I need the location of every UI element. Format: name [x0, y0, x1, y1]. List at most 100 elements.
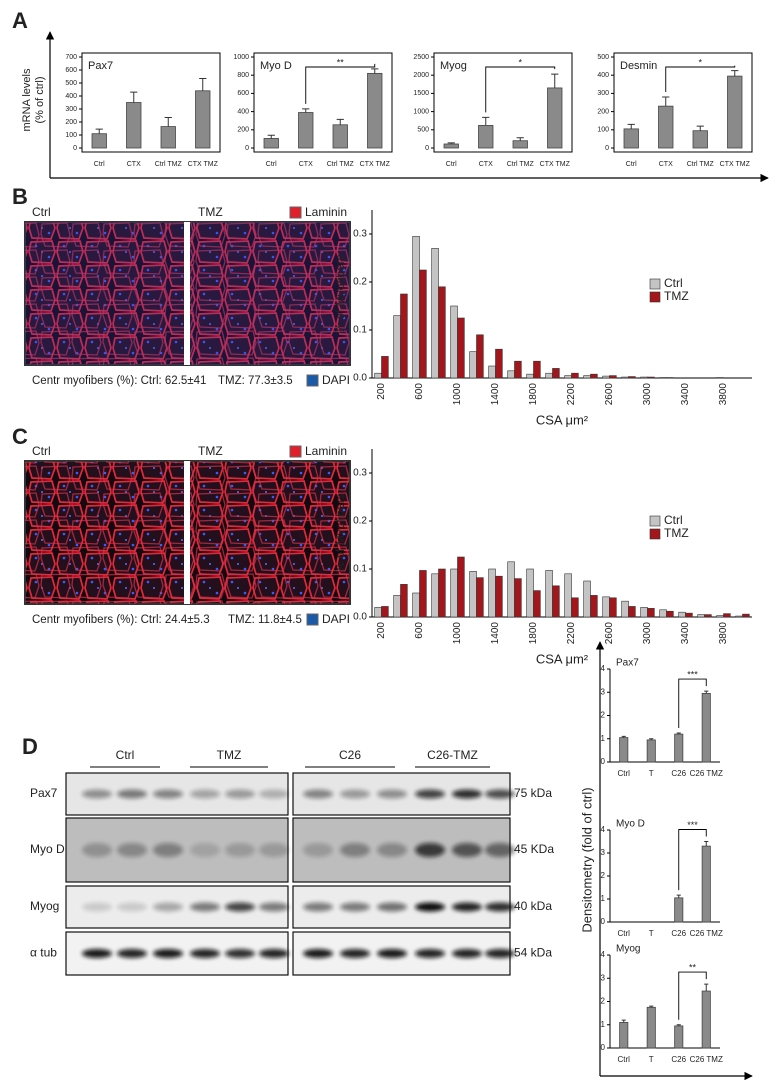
- bar: [716, 615, 724, 618]
- bar: [590, 373, 598, 379]
- bar: [621, 376, 629, 379]
- blot-band: [259, 902, 289, 912]
- significance-label: ***: [687, 669, 698, 679]
- bar: [400, 293, 408, 379]
- bar: [723, 613, 731, 618]
- y-axis-label: (% of ctrl): [34, 76, 46, 123]
- error-bar: [676, 894, 681, 898]
- x-tick-label: C26: [671, 769, 686, 778]
- blot-band: [415, 902, 445, 912]
- x-tick-label: CTX: [299, 161, 313, 168]
- bar: [571, 597, 579, 618]
- bar: [476, 334, 484, 379]
- bar: [393, 315, 401, 379]
- y-axis-label: mRNA levels: [21, 68, 33, 131]
- y-tick-label: 0: [605, 145, 609, 152]
- y-tick-label: 500: [417, 127, 429, 134]
- stain-label: Laminin: [305, 444, 347, 458]
- x-tick-label: 200: [376, 622, 387, 639]
- y-tick-label: 0.2: [353, 516, 367, 527]
- y-tick-label: 400: [65, 93, 77, 100]
- bar: [692, 130, 708, 149]
- bar: [547, 87, 563, 149]
- legend-label: TMZ: [664, 289, 689, 303]
- group-label: C26: [339, 748, 361, 762]
- significance-bracket: [305, 63, 376, 104]
- blot-band: [153, 902, 183, 912]
- bar: [393, 595, 401, 618]
- y-axis-label: Densitometry (fold of ctrl): [579, 787, 594, 932]
- blot-band: [340, 789, 370, 799]
- bar: [332, 124, 348, 149]
- y-tick-label: 0: [245, 145, 249, 152]
- bar: [507, 561, 515, 618]
- bar: [419, 570, 427, 618]
- error-bar: [627, 123, 635, 129]
- x-tick-label: 3000: [642, 383, 653, 406]
- y-tick-label: 4: [601, 825, 606, 834]
- error-bar: [676, 1024, 681, 1026]
- bar: [545, 372, 553, 379]
- blot-band: [117, 902, 147, 912]
- error-bar: [447, 142, 455, 144]
- image-label: TMZ: [198, 444, 223, 458]
- x-tick-label: Ctrl: [94, 161, 105, 168]
- significance-bracket: [678, 829, 707, 891]
- y-tick-label: 0: [425, 145, 429, 152]
- blot-band: [82, 843, 112, 857]
- group-label: C26-TMZ: [427, 748, 478, 762]
- error-bar: [621, 1019, 626, 1023]
- blot-band: [485, 843, 515, 857]
- significance-bracket: [485, 66, 556, 113]
- bar: [621, 600, 629, 618]
- y-tick-label: 500: [597, 54, 609, 61]
- error-bar: [696, 125, 704, 131]
- chart-title: Myog: [616, 944, 640, 955]
- bar: [704, 614, 712, 618]
- legend-swatch: [649, 278, 661, 290]
- x-tick-label: Ctrl: [618, 929, 631, 938]
- error-bar: [130, 91, 138, 103]
- stain-swatch: [306, 613, 319, 626]
- y-tick-label: 600: [65, 67, 77, 74]
- group-label: TMZ: [217, 748, 242, 762]
- bar: [640, 607, 648, 618]
- blot-band: [303, 789, 333, 799]
- bar: [701, 693, 711, 763]
- bar: [646, 1006, 656, 1049]
- bar: [674, 897, 684, 923]
- blot-band: [452, 949, 482, 958]
- x-tick-label: 1800: [528, 383, 539, 406]
- bar: [514, 360, 522, 379]
- x-tick-label: 3400: [680, 383, 691, 406]
- y-tick-label: 1: [601, 894, 606, 903]
- bar: [571, 372, 579, 379]
- bar: [381, 356, 389, 379]
- bar: [619, 737, 629, 763]
- stain-label: DAPI: [322, 373, 350, 387]
- y-tick-label: 0.3: [353, 229, 367, 240]
- blot-band: [377, 843, 407, 857]
- bar: [263, 138, 279, 149]
- blot-band: [452, 902, 482, 912]
- panel-label: C: [12, 424, 28, 449]
- y-tick-label: 0: [601, 917, 606, 926]
- y-tick-label: 200: [597, 108, 609, 115]
- blot-band: [117, 789, 147, 799]
- bar: [374, 372, 382, 379]
- bar: [438, 286, 446, 379]
- error-bar: [267, 134, 275, 139]
- plot-frame: [253, 52, 393, 153]
- blot-band: [340, 949, 370, 958]
- bar: [298, 112, 314, 149]
- x-tick-label: Ctrl TMZ: [327, 161, 355, 168]
- y-tick-label: 100: [65, 132, 77, 139]
- legend-label: Ctrl: [664, 276, 683, 290]
- y-tick-label: 800: [237, 72, 249, 79]
- bar: [628, 606, 636, 618]
- error-bar: [649, 738, 654, 740]
- error-bar: [649, 1005, 654, 1008]
- blot-band: [117, 949, 147, 958]
- significance-label: **: [337, 57, 345, 67]
- y-tick-label: 700: [65, 54, 77, 61]
